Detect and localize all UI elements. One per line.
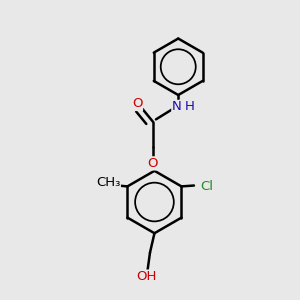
Text: O: O [132, 98, 142, 110]
Text: O: O [148, 157, 158, 170]
Text: Cl: Cl [200, 180, 213, 193]
Text: N: N [172, 100, 182, 113]
Text: OH: OH [136, 270, 156, 283]
Text: CH₃: CH₃ [96, 176, 120, 189]
Text: O: O [98, 176, 109, 189]
Text: H: H [184, 100, 194, 113]
